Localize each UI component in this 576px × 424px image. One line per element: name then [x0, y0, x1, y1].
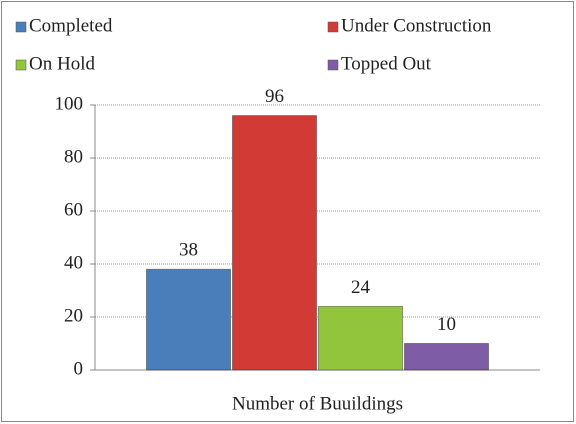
- data-label: 24: [351, 277, 371, 298]
- y-tick-label: 20: [64, 305, 83, 326]
- y-tick-label: 100: [55, 93, 84, 114]
- data-label: 38: [179, 240, 198, 261]
- x-tick-label: Number of Buuildings: [232, 393, 403, 414]
- legend-label: Topped Out: [341, 53, 432, 74]
- legend-swatch: [327, 21, 339, 33]
- legend-label: On Hold: [29, 53, 95, 74]
- data-label: 96: [265, 86, 284, 107]
- data-label: 10: [437, 314, 456, 335]
- legend-swatch: [327, 59, 339, 71]
- y-tick-label: 0: [74, 358, 84, 379]
- legend-label: Under Construction: [341, 15, 492, 36]
- y-tick-label: 80: [64, 146, 83, 167]
- bar: [232, 115, 317, 371]
- bar: [146, 268, 231, 371]
- bar: [318, 305, 403, 371]
- legend-label: Completed: [29, 15, 113, 36]
- legend-swatch: [15, 21, 27, 33]
- bar: [404, 343, 489, 371]
- legend-swatch: [15, 59, 27, 71]
- y-tick-label: 40: [64, 252, 83, 273]
- y-tick-label: 60: [64, 199, 83, 220]
